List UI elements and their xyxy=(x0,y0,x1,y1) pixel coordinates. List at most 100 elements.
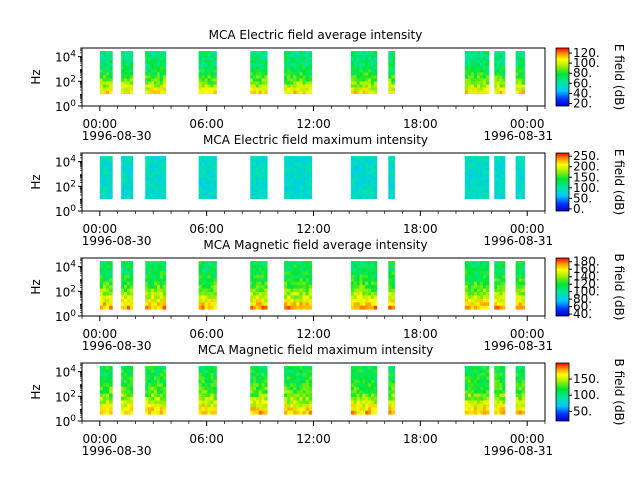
spectrogram-cell xyxy=(290,264,294,269)
spectrogram-cell xyxy=(204,60,208,64)
spectrogram-cell xyxy=(102,295,107,300)
spectrogram-cell xyxy=(305,278,310,283)
spectrogram-cell xyxy=(370,165,375,169)
spectrogram-cell xyxy=(467,177,472,181)
spectrogram-cell xyxy=(296,271,300,276)
spectrogram-cell xyxy=(373,376,378,381)
spectrogram-cell xyxy=(494,267,498,272)
y-tick-base: 10 xyxy=(55,415,70,429)
spectrogram-cell xyxy=(370,51,375,55)
spectrogram-cell xyxy=(102,267,107,272)
spectrogram-cell xyxy=(368,195,372,200)
spectrogram-cell xyxy=(502,379,506,384)
spectrogram-cell xyxy=(124,288,128,293)
spectrogram-cell xyxy=(102,54,107,58)
spectrogram-cell xyxy=(388,298,392,303)
spectrogram-cell xyxy=(290,400,294,405)
spectrogram-cell xyxy=(151,84,155,88)
y-axis-label: Hz xyxy=(29,174,43,189)
spectrogram-cell xyxy=(350,305,355,310)
spectrogram-cell xyxy=(365,369,369,374)
spectrogram-cell xyxy=(359,295,363,300)
spectrogram-cell xyxy=(482,171,487,175)
spectrogram-cell xyxy=(153,285,158,289)
spectrogram-cell xyxy=(350,180,355,184)
spectrogram-cell xyxy=(359,162,363,166)
colorbar-tick-label: 140. xyxy=(573,270,600,284)
spectrogram-cell xyxy=(255,84,260,88)
spectrogram-cell xyxy=(201,189,205,193)
spectrogram-cell xyxy=(359,274,363,279)
spectrogram-cell xyxy=(207,192,211,197)
spectrogram-cell xyxy=(255,171,260,175)
spectrogram-cell xyxy=(162,195,167,200)
spectrogram-cell xyxy=(121,189,125,193)
spectrogram-cell xyxy=(148,383,152,388)
spectrogram-cell xyxy=(515,261,519,265)
spectrogram-cell xyxy=(296,90,300,95)
spectrogram-cell xyxy=(362,376,366,381)
spectrogram-cell xyxy=(521,162,525,166)
spectrogram-cell xyxy=(258,174,262,178)
spectrogram-cell xyxy=(502,366,506,370)
spectrogram-cell xyxy=(290,292,294,296)
spectrogram-cell xyxy=(159,292,164,296)
spectrogram-cell xyxy=(121,174,125,178)
spectrogram-cell xyxy=(494,302,498,307)
spectrogram-cell xyxy=(388,390,392,394)
spectrogram-cell xyxy=(264,292,268,296)
spectrogram-cell xyxy=(293,407,297,412)
data-segment xyxy=(145,156,167,200)
spectrogram-cell xyxy=(148,400,152,405)
spectrogram-cell xyxy=(250,180,254,184)
spectrogram-cell xyxy=(479,51,484,55)
spectrogram-cell xyxy=(264,78,268,82)
spectrogram-cell xyxy=(485,180,490,184)
spectrogram-cell xyxy=(473,183,478,187)
spectrogram-cell xyxy=(255,386,260,391)
spectrogram-cell xyxy=(521,407,525,412)
spectrogram-cell xyxy=(145,366,149,370)
spectrogram-cell xyxy=(353,274,358,279)
spectrogram-cell xyxy=(102,292,107,296)
spectrogram-cell xyxy=(479,302,484,307)
spectrogram-cell xyxy=(499,292,503,296)
spectrogram-cell xyxy=(373,264,378,269)
spectrogram-cell xyxy=(370,393,375,398)
spectrogram-cell xyxy=(287,372,291,377)
spectrogram-cell xyxy=(518,54,522,58)
spectrogram-cell xyxy=(207,278,211,283)
spectrogram-cell xyxy=(253,168,257,172)
spectrogram-cell xyxy=(204,162,208,166)
spectrogram-cell xyxy=(293,369,297,374)
spectrogram-cell xyxy=(261,386,265,391)
spectrogram-cell xyxy=(106,285,110,289)
spectrogram-cell xyxy=(284,156,288,160)
spectrogram-cell xyxy=(151,63,155,67)
spectrogram-cell xyxy=(159,264,164,269)
data-segment xyxy=(515,156,525,200)
spectrogram-cell xyxy=(308,285,313,289)
spectrogram-cell xyxy=(302,267,306,272)
spectrogram-cell xyxy=(250,51,254,55)
spectrogram-cell xyxy=(106,403,110,408)
spectrogram-cell xyxy=(124,285,128,289)
spectrogram-cell xyxy=(373,66,378,70)
data-segment xyxy=(198,261,217,310)
spectrogram-cell xyxy=(470,168,475,172)
spectrogram-cell xyxy=(296,379,300,384)
spectrogram-cell xyxy=(213,57,217,61)
spectrogram-cell xyxy=(213,78,217,82)
spectrogram-cell xyxy=(370,383,375,388)
spectrogram-cell xyxy=(201,298,205,303)
spectrogram-cell xyxy=(350,54,355,58)
spectrogram-cell xyxy=(518,177,522,181)
spectrogram-cell xyxy=(362,261,366,265)
spectrogram-cell xyxy=(121,156,125,160)
spectrogram-cell xyxy=(106,302,110,307)
spectrogram-cell xyxy=(308,87,313,92)
spectrogram-cell xyxy=(479,274,484,279)
spectrogram-cell xyxy=(485,383,490,388)
spectrogram-cell xyxy=(204,81,208,85)
spectrogram-cell xyxy=(99,90,104,95)
